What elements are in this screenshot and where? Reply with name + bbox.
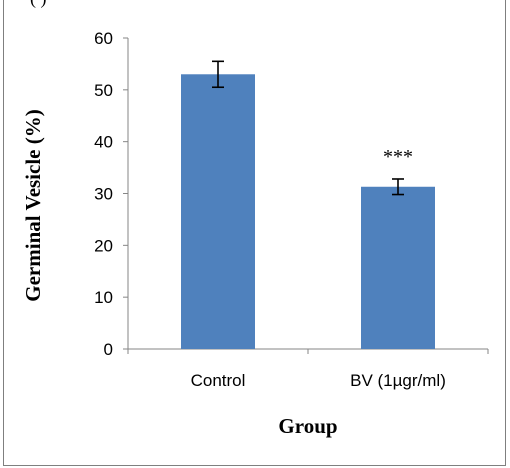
x-category-label: Control	[191, 371, 246, 390]
bars: ***	[181, 60, 435, 350]
y-tick-label: 50	[94, 81, 113, 100]
significance-annotation: ***	[383, 146, 413, 168]
y-tick-label: 30	[94, 185, 113, 204]
y-axis-ticks: 0 10 20 30 40 50 60	[94, 29, 128, 359]
x-axis-title: Group	[278, 414, 337, 438]
cropped-header-fragment: ( )	[30, 0, 47, 8]
y-axis-title: Germinal Vesicle (%)	[21, 109, 45, 301]
bar-0	[181, 74, 255, 350]
y-tick-label: 20	[94, 236, 113, 255]
y-tick-label: 60	[94, 29, 113, 48]
y-tick-label: 40	[94, 133, 113, 152]
x-axis-categories: Control BV (1µgr/ml)	[127, 349, 489, 390]
y-tick-label: 10	[94, 288, 113, 307]
bar-1	[361, 186, 435, 349]
y-tick-label: 0	[104, 340, 113, 359]
x-category-label: BV (1µgr/ml)	[350, 371, 446, 390]
